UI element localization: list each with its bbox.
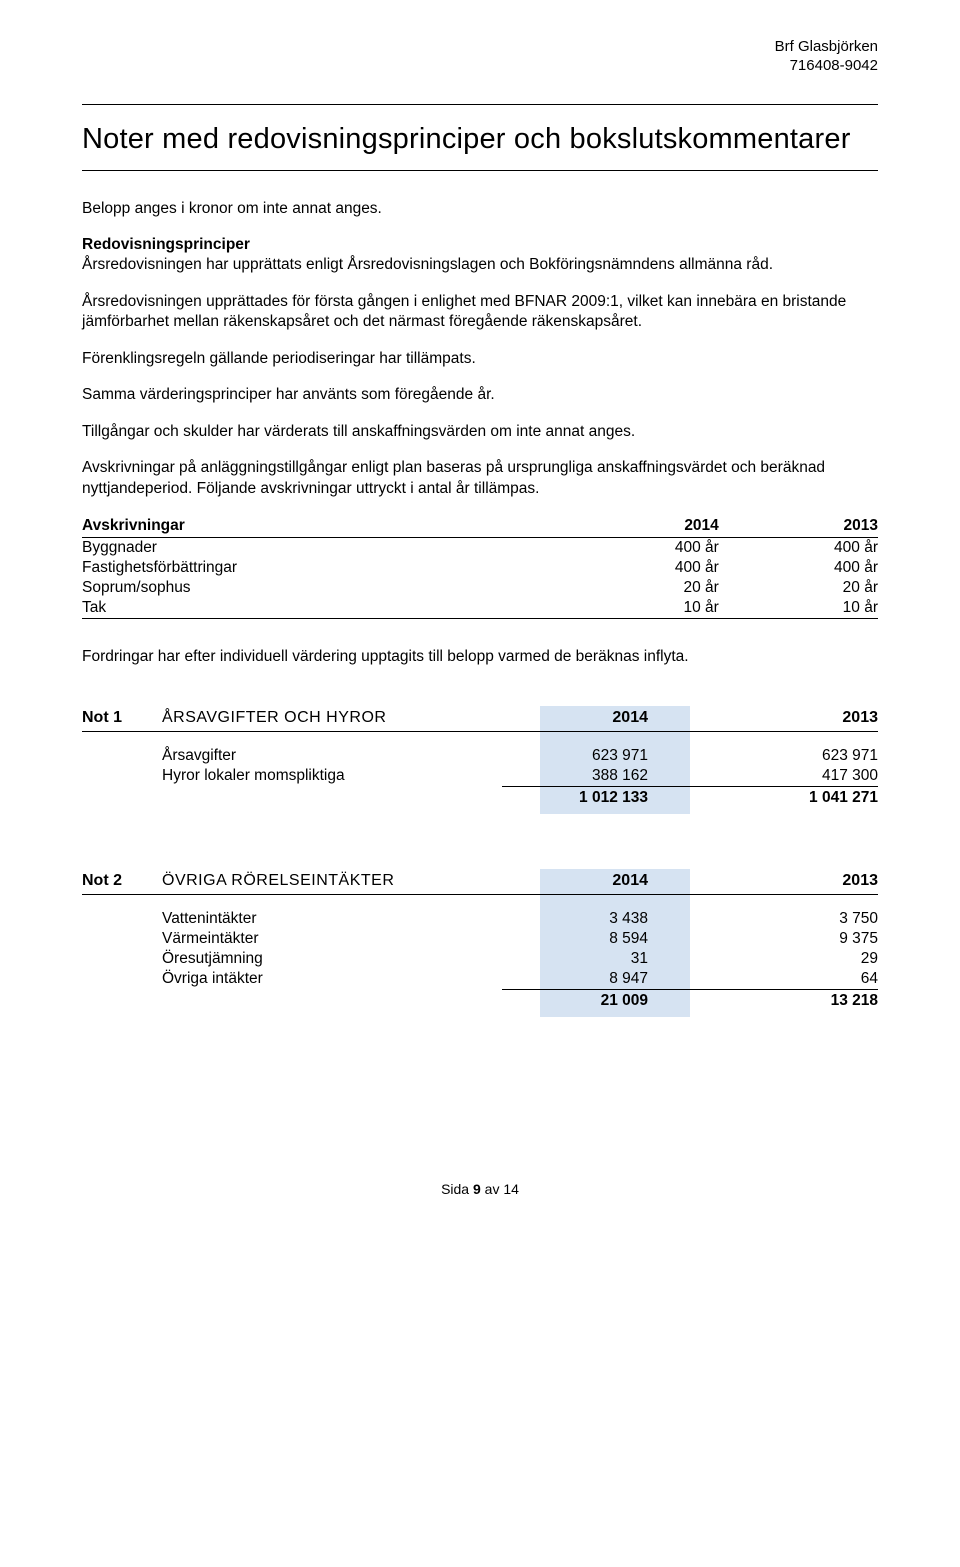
note1-year-2013: 2013 (690, 709, 878, 727)
note2-number: Not 2 (82, 872, 162, 890)
avskr-label: Tak (82, 598, 560, 619)
note-row-v2013: 623 971 (690, 746, 878, 766)
note-row-label: Vattenintäkter (162, 909, 502, 929)
note-row-label: Värmeintäkter (162, 929, 502, 949)
avskr-label: Byggnader (82, 538, 560, 559)
header-block: Brf Glasbjörken 716408-9042 (82, 38, 878, 76)
title-bar: Noter med redovisningsprinciper och boks… (82, 104, 878, 171)
intro-text: Belopp anges i kronor om inte annat ange… (82, 199, 878, 219)
receivables-text: Fordringar har efter individuell värderi… (82, 647, 878, 667)
footer-post: av 14 (481, 1181, 519, 1197)
note-row-v2014: 8 594 (502, 929, 690, 949)
avskr-v1: 10 år (560, 598, 719, 619)
depreciation-table: Avskrivningar 2014 2013 Byggnader400 år4… (82, 515, 878, 619)
company-name: Brf Glasbjörken (82, 38, 878, 57)
note-total-v2013: 1 041 271 (690, 786, 878, 808)
note-row-v2014: 623 971 (502, 746, 690, 766)
note-row-v2014: 3 438 (502, 909, 690, 929)
note2-year-2014: 2014 (502, 872, 690, 890)
note-row-label: Årsavgifter (162, 746, 502, 766)
note-total-v2014: 1 012 133 (502, 786, 690, 808)
note-row-label: Öresutjämning (162, 949, 502, 969)
note-1: Not 1 ÅRSAVGIFTER OCH HYROR 2014 2013 År… (82, 709, 878, 808)
note2-title: ÖVRIGA RÖRELSEINTÄKTER (162, 872, 502, 890)
avskr-v2: 400 år (719, 538, 878, 559)
note1-year-2014: 2014 (502, 709, 690, 727)
footer-page-num: 9 (473, 1181, 481, 1197)
avskr-v2: 400 år (719, 558, 878, 578)
page-title: Noter med redovisningsprinciper och boks… (82, 123, 878, 156)
avskr-label: Soprum/sophus (82, 578, 560, 598)
note-row-v2013: 29 (690, 949, 878, 969)
avskr-v1: 400 år (560, 558, 719, 578)
page-footer: Sida 9 av 14 (82, 1181, 878, 1197)
avskr-year-2013: 2013 (719, 515, 878, 538)
avskr-v1: 20 år (560, 578, 719, 598)
note-2: Not 2 ÖVRIGA RÖRELSEINTÄKTER 2014 2013 V… (82, 872, 878, 1011)
note-total-v2014: 21 009 (502, 989, 690, 1011)
note2-year-2013: 2013 (690, 872, 878, 890)
org-number: 716408-9042 (82, 57, 878, 76)
avskr-label: Fastighetsförbättringar (82, 558, 560, 578)
paragraph-1: Årsredovisningen har upprättats enligt Å… (82, 255, 878, 275)
table-row: Byggnader400 år400 år (82, 538, 878, 559)
avskr-v2: 10 år (719, 598, 878, 619)
paragraph-2: Årsredovisningen upprättades för första … (82, 292, 878, 333)
avskr-v1: 400 år (560, 538, 719, 559)
principles-heading: Redovisningsprinciper (82, 235, 878, 255)
note-row-v2014: 388 162 (502, 766, 690, 786)
table-row: Tak10 år10 år (82, 598, 878, 619)
note-row-v2014: 31 (502, 949, 690, 969)
note1-title: ÅRSAVGIFTER OCH HYROR (162, 709, 502, 727)
paragraph-6: Avskrivningar på anläggningstillgångar e… (82, 458, 878, 499)
paragraph-4: Samma värderingsprinciper har använts so… (82, 385, 878, 405)
paragraph-3: Förenklingsregeln gällande periodisering… (82, 349, 878, 369)
footer-pre: Sida (441, 1181, 473, 1197)
avskr-year-2014: 2014 (560, 515, 719, 538)
note-row-v2013: 417 300 (690, 766, 878, 786)
table-row: Soprum/sophus20 år20 år (82, 578, 878, 598)
avskr-title: Avskrivningar (82, 515, 560, 538)
note-row-label: Hyror lokaler momspliktiga (162, 766, 502, 786)
note-row-label: Övriga intäkter (162, 969, 502, 989)
table-row: Fastighetsförbättringar400 år400 år (82, 558, 878, 578)
note-row-v2013: 64 (690, 969, 878, 989)
paragraph-5: Tillgångar och skulder har värderats til… (82, 422, 878, 442)
avskr-v2: 20 år (719, 578, 878, 598)
note-row-v2013: 9 375 (690, 929, 878, 949)
note-row-v2013: 3 750 (690, 909, 878, 929)
note1-number: Not 1 (82, 709, 162, 727)
note-row-v2014: 8 947 (502, 969, 690, 989)
note-total-v2013: 13 218 (690, 989, 878, 1011)
